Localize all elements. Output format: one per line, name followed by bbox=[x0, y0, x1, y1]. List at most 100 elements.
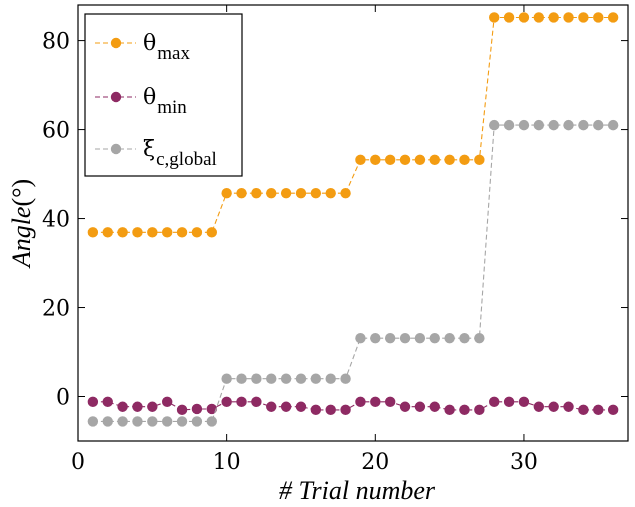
data-point bbox=[533, 401, 545, 412]
data-point bbox=[280, 401, 292, 412]
data-point bbox=[563, 119, 574, 131]
data-point bbox=[87, 227, 99, 238]
data-point bbox=[503, 12, 515, 23]
data-point bbox=[444, 404, 455, 416]
legend-subscript: c,global bbox=[156, 149, 217, 170]
data-point bbox=[206, 416, 217, 427]
data-point bbox=[206, 403, 217, 415]
data-point bbox=[474, 404, 485, 416]
data-point bbox=[548, 119, 559, 131]
data-point bbox=[147, 416, 158, 427]
data-point bbox=[161, 227, 173, 238]
data-point bbox=[102, 396, 113, 408]
y-axis-title-unit: (°) bbox=[7, 179, 36, 207]
series-c-global bbox=[87, 119, 619, 427]
data-point bbox=[384, 154, 396, 166]
legend-entry: θmin bbox=[95, 85, 187, 118]
data-point bbox=[102, 416, 113, 427]
data-point bbox=[459, 154, 470, 166]
data-point bbox=[533, 12, 545, 23]
legend-label: ξc,global bbox=[143, 137, 217, 170]
data-point bbox=[444, 333, 455, 344]
data-point bbox=[414, 154, 426, 166]
data-point bbox=[251, 396, 262, 408]
data-point bbox=[340, 187, 351, 199]
data-point bbox=[221, 187, 232, 199]
data-point bbox=[444, 154, 455, 166]
data-point bbox=[221, 396, 232, 408]
data-point bbox=[132, 416, 143, 427]
data-point bbox=[459, 404, 470, 416]
data-point bbox=[161, 396, 173, 408]
data-point bbox=[221, 373, 232, 384]
data-point bbox=[295, 401, 307, 412]
data-point bbox=[593, 12, 604, 23]
legend-symbol: θ bbox=[143, 31, 156, 56]
data-point bbox=[280, 187, 292, 199]
data-point bbox=[429, 333, 440, 344]
data-point bbox=[251, 187, 262, 199]
data-point bbox=[548, 401, 559, 412]
data-point bbox=[251, 373, 262, 384]
data-point bbox=[399, 401, 411, 412]
data-point bbox=[489, 119, 500, 131]
y-tick-label: 0 bbox=[56, 386, 70, 411]
data-point bbox=[325, 404, 336, 416]
data-point bbox=[355, 396, 366, 408]
data-point bbox=[280, 373, 292, 384]
data-point bbox=[429, 401, 440, 412]
legend-entry: θmax bbox=[95, 31, 190, 64]
data-point bbox=[310, 373, 322, 384]
data-point bbox=[370, 154, 381, 166]
data-point bbox=[370, 396, 381, 408]
series-layer bbox=[87, 12, 619, 427]
data-point bbox=[236, 396, 247, 408]
y-tick-label: 40 bbox=[42, 208, 70, 233]
data-point bbox=[176, 227, 188, 238]
data-point bbox=[503, 396, 515, 408]
series-max bbox=[87, 12, 619, 238]
data-point bbox=[236, 373, 247, 384]
data-point bbox=[325, 373, 336, 384]
data-point bbox=[593, 119, 604, 131]
data-point bbox=[310, 404, 322, 416]
data-point bbox=[563, 12, 574, 23]
data-point bbox=[266, 187, 277, 199]
data-point bbox=[399, 154, 411, 166]
data-point bbox=[117, 401, 128, 412]
legend: θmax θmin ξc,global bbox=[84, 13, 243, 177]
series-min bbox=[87, 396, 619, 416]
data-point bbox=[474, 154, 485, 166]
data-point bbox=[117, 227, 128, 238]
y-tick-label: 60 bbox=[42, 119, 70, 144]
x-tick-label: 10 bbox=[213, 450, 241, 475]
y-tick-label: 80 bbox=[42, 30, 70, 55]
x-axis-title: # Trial number bbox=[279, 476, 436, 505]
data-point bbox=[489, 12, 500, 23]
data-point bbox=[87, 416, 99, 427]
legend-symbol: ξ bbox=[143, 137, 155, 162]
data-point bbox=[607, 119, 619, 131]
data-point bbox=[295, 187, 307, 199]
y-tick-label: 20 bbox=[42, 297, 70, 322]
data-point bbox=[132, 227, 143, 238]
data-point bbox=[370, 333, 381, 344]
data-point bbox=[593, 404, 604, 416]
data-point bbox=[191, 227, 203, 238]
x-tick-label: 0 bbox=[71, 450, 85, 475]
ticks-layer: 0 10 20 30 0 20 40 60 80 bbox=[42, 5, 628, 475]
data-point bbox=[578, 404, 589, 416]
data-point bbox=[206, 227, 217, 238]
data-point bbox=[578, 12, 589, 23]
data-point bbox=[147, 401, 158, 412]
data-point bbox=[295, 373, 307, 384]
data-point bbox=[533, 119, 545, 131]
data-point bbox=[548, 12, 559, 23]
data-point bbox=[503, 119, 515, 131]
data-point bbox=[87, 396, 99, 408]
legend-marker bbox=[110, 91, 122, 103]
data-point bbox=[266, 401, 277, 412]
data-point bbox=[191, 403, 203, 415]
plot-frame bbox=[77, 4, 629, 442]
data-point bbox=[489, 396, 500, 408]
